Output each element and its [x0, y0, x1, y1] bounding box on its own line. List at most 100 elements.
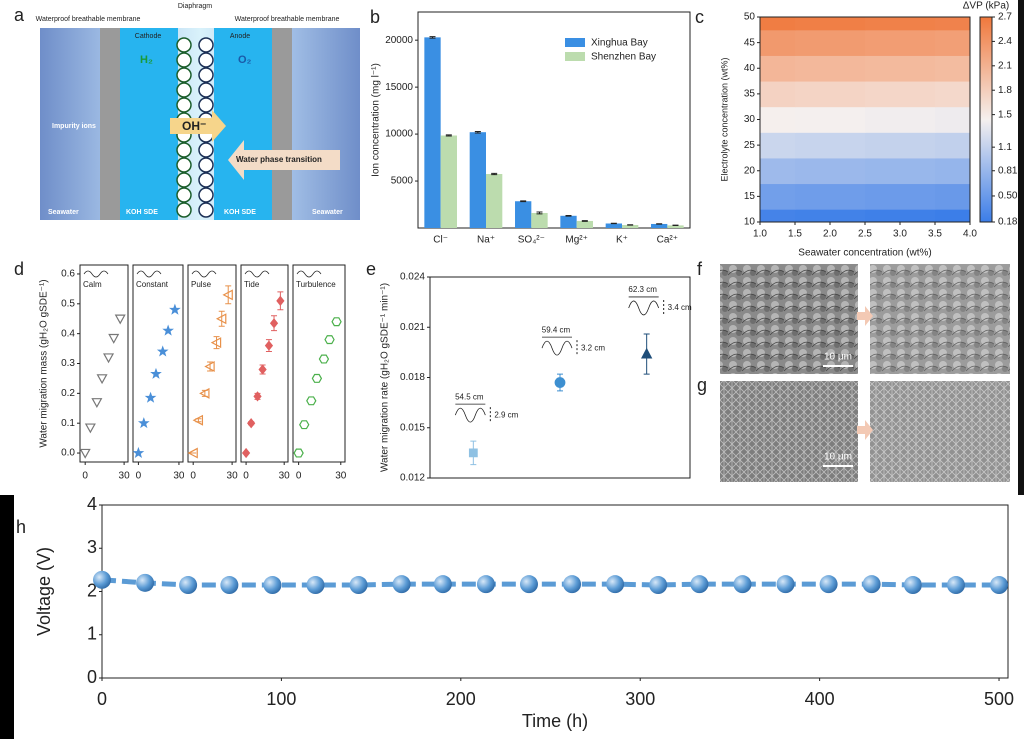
y-axis-label: Ion concentration (mg l⁻¹)	[371, 63, 382, 177]
micrograph	[720, 264, 858, 374]
heatmap-cell	[760, 106, 796, 133]
plot-frame	[417, 11, 691, 229]
x-tick-label: 200	[446, 689, 476, 709]
data-point	[222, 289, 233, 301]
data-point	[269, 318, 279, 329]
panel-name: Constant	[136, 280, 169, 289]
legend-label: Xinghua Bay	[591, 38, 648, 49]
x-tick-label: 30	[335, 471, 347, 482]
heatmap-cell	[760, 132, 796, 159]
heatmap-cell	[760, 29, 796, 56]
data-point	[293, 448, 304, 458]
x-tick-label: 2.5	[858, 229, 872, 240]
heatmap-cell	[865, 17, 936, 31]
heatmap-cell	[865, 81, 936, 108]
annotation: 59.4 cm	[542, 325, 571, 334]
y-tick-label: 0.1	[61, 418, 75, 429]
error-bar	[218, 310, 225, 327]
data-point	[162, 324, 174, 336]
y-tick-label: 5000	[391, 176, 414, 187]
data-point	[903, 576, 922, 595]
heatmap-cell	[865, 55, 936, 82]
heatmap-cell	[935, 29, 971, 56]
heatmap-cell	[865, 209, 936, 223]
diagram-text: Anode	[230, 33, 250, 40]
bar	[667, 225, 684, 228]
x-tick-label: 2.0	[823, 229, 837, 240]
heatmap-cell	[935, 157, 971, 185]
wave-icon	[83, 270, 109, 278]
data-point	[199, 387, 210, 399]
heatmap-cell	[760, 17, 796, 31]
data-point	[519, 575, 538, 594]
y-tick-label: 10	[744, 217, 756, 228]
y-tick-label: 0.015	[400, 422, 425, 433]
data-point	[204, 360, 215, 372]
bar	[622, 224, 639, 228]
heatmap-cell	[795, 183, 866, 210]
x-tick-label: 3.5	[928, 229, 942, 240]
data-point	[263, 576, 282, 595]
data-point	[215, 313, 227, 325]
y-tick-label: 0	[87, 667, 97, 687]
diagram-text: KOH SDE	[224, 209, 256, 216]
heatmap-cell	[760, 81, 796, 108]
x-tick-label: SO₄²⁻	[518, 235, 545, 246]
heatmap-cell	[795, 55, 866, 82]
x-tick-label: 0	[243, 471, 249, 482]
data-point	[563, 575, 582, 594]
bar	[560, 215, 577, 228]
heatmap-cell	[865, 183, 936, 210]
data-point	[392, 575, 411, 594]
arrow	[857, 306, 873, 326]
x-tick-label: 30	[119, 471, 131, 482]
data-point	[192, 414, 204, 426]
bar	[424, 37, 441, 228]
bar	[486, 174, 503, 228]
error-bar	[429, 36, 436, 39]
x-tick-label: Cl⁻	[433, 235, 448, 246]
data-point	[91, 398, 103, 409]
y-tick-label: 4	[87, 494, 97, 514]
data-point	[554, 377, 566, 388]
diagram-text: Waterproof breathable membrane	[36, 16, 141, 23]
x-tick-label: 4.0	[963, 229, 977, 240]
panel-label: d	[14, 259, 24, 279]
y-tick-label: 0.3	[61, 358, 75, 369]
data-point	[649, 576, 668, 595]
heatmap-cell	[935, 17, 971, 31]
y-tick-label: 0.2	[61, 388, 75, 399]
error-bar	[474, 130, 481, 134]
colorbar-title: ΔVP (kPa)	[963, 1, 1010, 12]
heatmap-cell	[760, 209, 796, 223]
heatmap-cell	[760, 183, 796, 210]
y-axis-label: Water migration mass (gH₂O gSDE⁻¹)	[39, 279, 50, 447]
x-tick-label: 30	[173, 471, 185, 482]
data-point	[468, 448, 478, 458]
y-tick-label: 1	[87, 624, 97, 644]
plot-frame	[187, 264, 237, 463]
y-tick-label: 45	[744, 37, 756, 48]
data-point	[306, 576, 325, 595]
membrane	[100, 28, 120, 220]
wave-icon	[628, 296, 660, 316]
y-tick-label: 10000	[385, 129, 413, 140]
x-axis-label: Time (h)	[522, 711, 588, 731]
panel-name: Calm	[83, 280, 102, 289]
bar	[469, 132, 486, 228]
y-tick-label: 40	[744, 63, 756, 74]
error-bar	[536, 211, 543, 215]
x-tick-label: 300	[625, 689, 655, 709]
data-point	[156, 345, 169, 357]
colorbar-tick-label: 1.1	[998, 142, 1012, 153]
data-point	[187, 447, 198, 459]
bar	[605, 223, 622, 228]
data-point	[331, 317, 342, 327]
y-tick-label: 20	[744, 165, 756, 176]
heatmap-cell	[760, 55, 796, 82]
colorbar-tick-label: 1.5	[998, 109, 1012, 120]
edge	[1018, 0, 1024, 495]
data-point	[103, 353, 115, 364]
heatmap-cell	[935, 209, 971, 223]
x-tick-label: 400	[805, 689, 835, 709]
